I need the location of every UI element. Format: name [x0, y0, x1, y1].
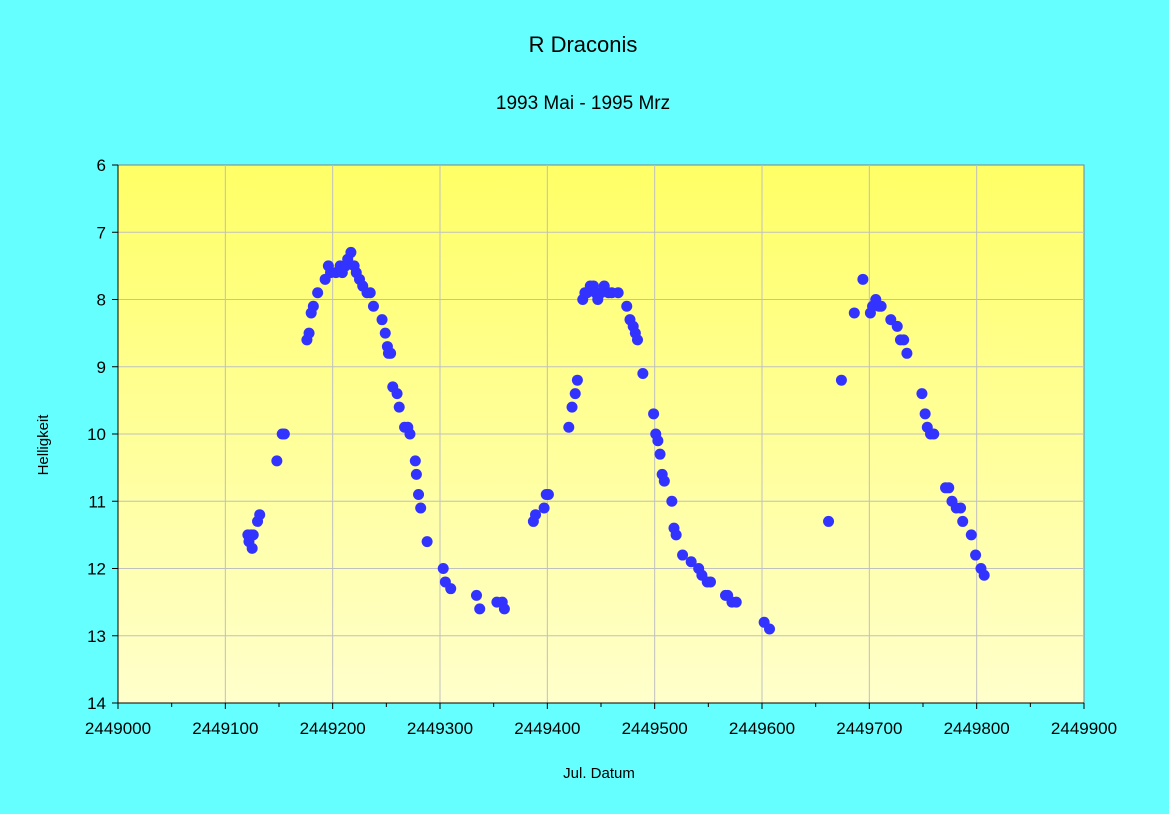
x-tick-labels: 2449000 2449100 2449200 2449300 2449400 24495… — [85, 719, 1117, 738]
data-point — [379, 327, 391, 339]
data-point — [421, 536, 433, 548]
y-tick-label: 6 — [97, 156, 106, 175]
data-point — [376, 314, 388, 326]
y-axis-label: Helligkeit — [35, 414, 52, 476]
x-tick-label: 2449300 — [407, 719, 473, 738]
data-point — [569, 388, 581, 400]
data-point — [612, 287, 624, 299]
y-tick-label: 12 — [87, 560, 106, 579]
data-point — [404, 428, 416, 440]
x-tick-label: 2449600 — [729, 719, 795, 738]
data-point — [345, 246, 357, 258]
data-point — [764, 623, 776, 635]
data-point — [835, 374, 847, 386]
data-point — [437, 563, 449, 574]
y-tick-label: 10 — [87, 425, 106, 444]
data-point — [955, 502, 967, 514]
data-point — [367, 300, 379, 312]
x-axis-label: Jul. Datum — [563, 765, 635, 782]
data-point — [271, 455, 283, 467]
data-point — [364, 287, 376, 299]
data-point — [857, 273, 869, 285]
data-point — [928, 428, 940, 440]
y-tick-label: 9 — [97, 358, 106, 377]
data-point — [391, 388, 403, 400]
data-point — [470, 589, 482, 601]
data-point — [563, 421, 575, 433]
data-point — [247, 529, 259, 541]
y-tick-label: 11 — [88, 492, 106, 511]
chart-subtitle: 1993 Mai - 1995 Mrz — [496, 93, 670, 114]
data-point — [571, 374, 583, 386]
data-point — [943, 482, 955, 494]
data-point — [704, 576, 716, 588]
data-point — [652, 435, 664, 447]
data-point — [965, 529, 977, 541]
data-point — [621, 300, 633, 312]
y-tick-labels: 6 7 8 9 10 11 12 13 14 — [87, 156, 106, 713]
x-tick-label: 2449000 — [85, 719, 151, 738]
x-tick-label: 2449400 — [514, 719, 580, 738]
data-point — [978, 569, 990, 581]
data-point — [670, 529, 682, 541]
x-tick-label: 2449700 — [836, 719, 902, 738]
x-tick-label: 2449800 — [944, 719, 1010, 738]
y-tick-label: 14 — [87, 694, 106, 713]
data-point — [278, 428, 290, 440]
data-point — [385, 347, 397, 359]
data-point — [530, 509, 542, 521]
data-point — [666, 495, 678, 507]
data-point — [246, 542, 258, 554]
chart-title: R Draconis — [529, 32, 638, 57]
data-point — [637, 367, 649, 379]
data-point — [409, 455, 421, 467]
data-point — [891, 320, 903, 332]
axes — [112, 164, 1085, 709]
data-point — [875, 300, 887, 312]
x-tick-label: 2449100 — [192, 719, 258, 738]
data-point — [916, 388, 928, 400]
data-points — [242, 246, 990, 635]
x-tick-label: 2449900 — [1051, 719, 1117, 738]
data-point — [957, 515, 969, 527]
data-point — [919, 408, 931, 420]
data-point — [658, 475, 670, 487]
data-point — [648, 408, 660, 420]
data-point — [254, 509, 266, 521]
data-point — [566, 401, 578, 413]
data-point — [685, 556, 697, 568]
data-point — [542, 489, 554, 501]
data-point — [970, 549, 982, 561]
data-point — [415, 502, 427, 514]
data-point — [312, 287, 324, 299]
y-tick-label: 13 — [87, 627, 106, 646]
data-point — [901, 347, 913, 359]
y-tick-label: 8 — [97, 291, 106, 310]
data-point — [898, 334, 910, 346]
data-point — [410, 468, 422, 480]
data-point — [393, 401, 405, 413]
data-point — [538, 502, 550, 514]
data-point — [445, 583, 457, 595]
data-point — [823, 515, 835, 527]
data-point — [631, 334, 643, 346]
data-point — [307, 300, 319, 312]
data-point — [677, 549, 689, 561]
data-point — [474, 603, 486, 615]
data-point — [303, 327, 315, 339]
x-tick-label: 2449200 — [300, 719, 366, 738]
data-point — [730, 596, 742, 608]
data-point — [848, 307, 860, 319]
gridlines — [118, 165, 1084, 703]
x-tick-label: 2449500 — [622, 719, 688, 738]
y-tick-label: 7 — [97, 223, 106, 242]
data-point — [413, 489, 425, 501]
data-point — [654, 448, 666, 460]
data-point — [498, 603, 510, 615]
